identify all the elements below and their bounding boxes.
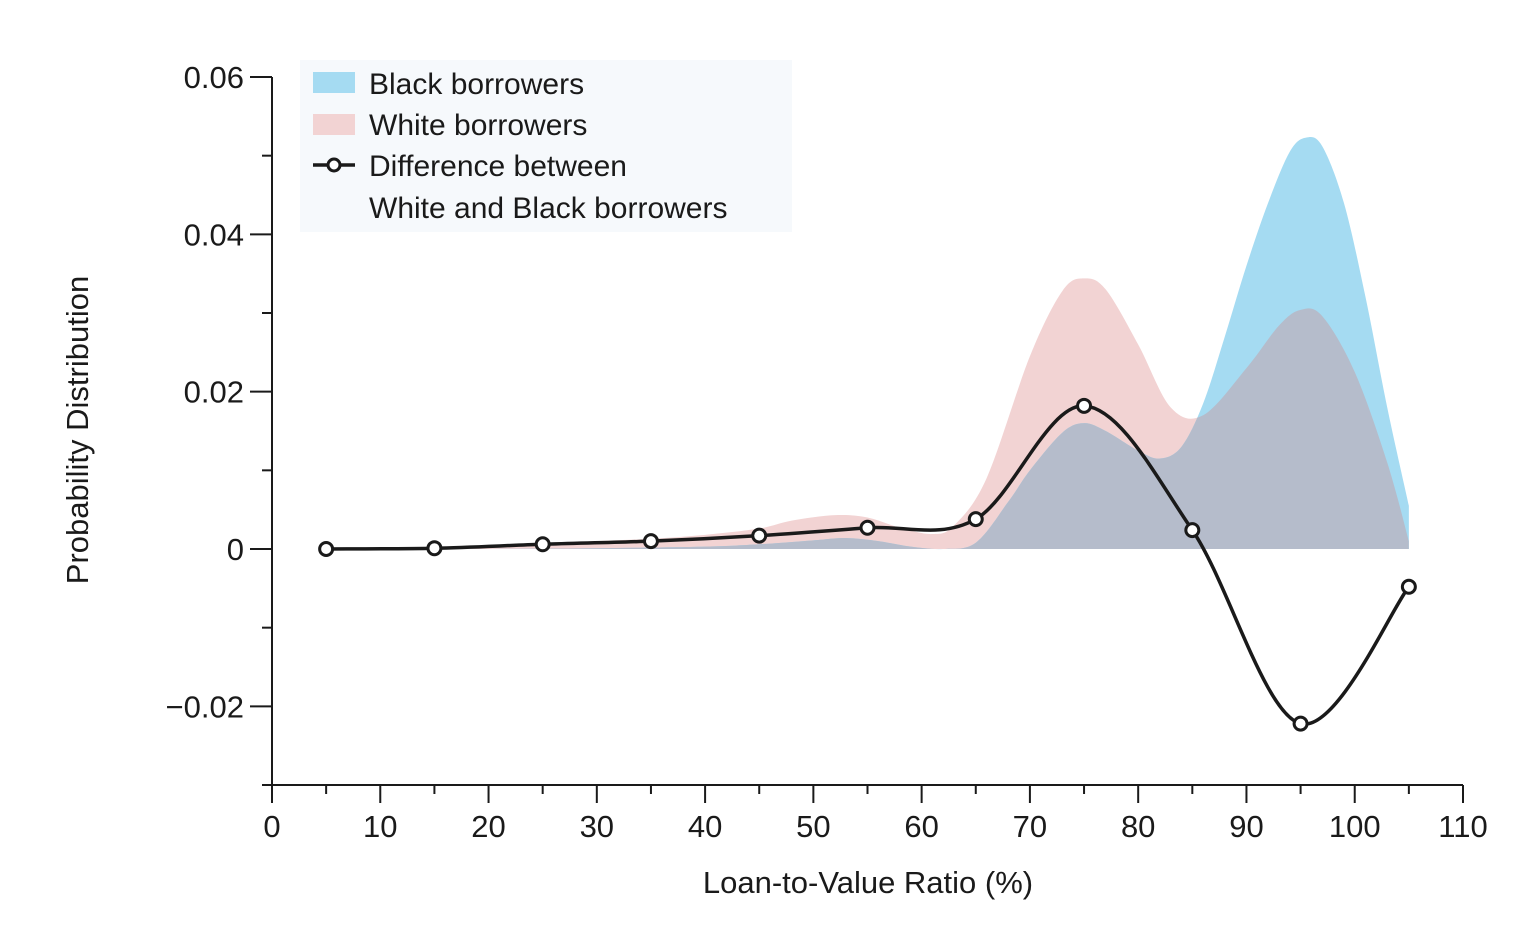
x-tick-label: 30: [580, 809, 614, 844]
x-tick-label: 80: [1121, 809, 1155, 844]
legend-swatch-white-borrowers: [313, 114, 355, 135]
y-axis-title: Probability Distribution: [60, 276, 95, 584]
legend-label-white-borrowers: White borrowers: [369, 109, 587, 142]
x-tick-label: 110: [1438, 809, 1487, 844]
legend: Black borrowers White borrowers Differen…: [300, 60, 792, 232]
legend-label-black-borrowers: Black borrowers: [369, 68, 584, 101]
x-tick-label: 90: [1229, 809, 1263, 844]
y-tick-label: 0.04: [184, 217, 244, 252]
x-tick-label: 100: [1329, 809, 1381, 844]
difference-point: [426, 540, 443, 557]
y-tick-label: 0: [227, 532, 244, 567]
difference-markers: [318, 397, 1417, 732]
difference-point: [1400, 578, 1417, 595]
difference-point: [318, 541, 335, 557]
difference-point: [859, 519, 876, 536]
difference-point: [1076, 397, 1093, 414]
x-tick-label: 20: [471, 809, 505, 844]
x-tick-label: 70: [1013, 809, 1047, 844]
difference-series: [318, 397, 1417, 732]
legend-swatch-difference-marker: [326, 157, 342, 173]
x-tick-label: 60: [904, 809, 938, 844]
x-tick-label: 10: [363, 809, 397, 844]
y-tick-label: 0.06: [184, 60, 244, 95]
axes: 0.06 0.04 0.02 0 −0.02 0 10 20 30 40 50 60 70 80 90 100…: [166, 60, 1488, 844]
legend-background: [300, 60, 792, 232]
x-tick-label: 40: [688, 809, 722, 844]
difference-point: [534, 536, 551, 553]
x-tick-label: 0: [263, 809, 280, 844]
difference-point: [1292, 715, 1309, 732]
y-tick-label: −0.02: [166, 689, 244, 724]
difference-point: [967, 511, 984, 528]
difference-line: [326, 404, 1411, 726]
difference-point: [642, 533, 659, 550]
legend-label-difference-line2: White and Black borrowers: [369, 192, 727, 225]
legend-label-difference-line1: Difference between: [369, 150, 627, 183]
legend-swatch-black-borrowers: [313, 72, 355, 93]
area-layer: [326, 136, 1409, 550]
x-axis-title: Loan-to-Value Ratio (%): [703, 865, 1033, 900]
y-tick-label: 0.02: [184, 375, 244, 410]
difference-point: [1184, 522, 1201, 539]
x-tick-label: 50: [796, 809, 830, 844]
difference-point: [751, 527, 768, 544]
